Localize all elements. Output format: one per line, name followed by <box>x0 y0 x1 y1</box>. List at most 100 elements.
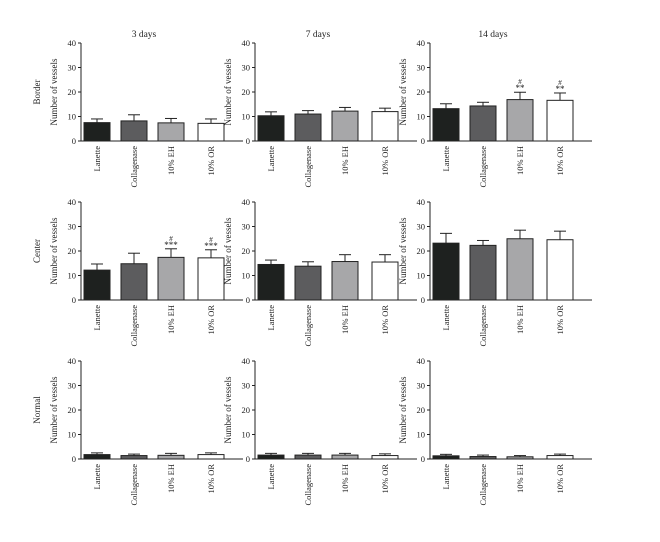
x-tick-label: Lanette <box>92 464 102 490</box>
column-title: 7 days <box>306 30 331 40</box>
y-tick-label: 20 <box>68 87 77 97</box>
panel: Number of vessels 0 10 20 30 40 Lanette Collage… <box>398 38 592 188</box>
y-axis-title: Number of vessels <box>398 58 408 125</box>
bar <box>197 122 225 142</box>
x-tick-label: 10% EH <box>166 146 176 175</box>
x-tick-label: 10% OR <box>555 464 565 494</box>
y-tick-label: 10 <box>417 430 426 440</box>
bar <box>432 242 460 301</box>
bar <box>331 261 359 301</box>
bar <box>157 454 185 460</box>
y-tick-label: 0 <box>421 295 425 305</box>
x-tick-label: 10% EH <box>166 305 176 334</box>
y-tick-label: 20 <box>417 87 426 97</box>
panel: Number of vessels 0 10 20 30 40 Lanette Collage… <box>49 356 243 506</box>
bar <box>257 115 285 142</box>
bar <box>83 269 111 301</box>
y-tick-label: 30 <box>242 381 251 391</box>
y-tick-label: 30 <box>417 381 426 391</box>
y-tick-label: 10 <box>68 271 77 281</box>
x-tick-label: 10% OR <box>206 146 216 176</box>
column-title: 3 days <box>132 30 157 40</box>
x-tick-label: Collagenase <box>478 146 488 188</box>
significance-hash: # <box>558 78 562 87</box>
bar <box>546 239 574 301</box>
bar <box>331 110 359 142</box>
x-tick-label: 10% OR <box>555 146 565 176</box>
y-axis-title: Number of vessels <box>223 217 233 284</box>
x-tick-label: Lanette <box>266 305 276 331</box>
y-tick-label: 40 <box>242 356 251 366</box>
panel: Number of vessels 0 10 20 30 40 Lanette Collage… <box>49 38 243 188</box>
x-tick-label: 10% EH <box>515 305 525 334</box>
x-tick-label: Lanette <box>441 146 451 172</box>
significance-stars: *** <box>164 240 178 250</box>
x-tick-label: 10% OR <box>206 464 216 494</box>
panel: Number of vessels 0 10 20 30 40 Lanette Collage… <box>398 197 592 347</box>
significance-stars: *** <box>204 241 218 251</box>
x-tick-label: Collagenase <box>303 146 313 188</box>
y-tick-label: 30 <box>417 63 426 73</box>
significance-stars: ** <box>516 83 526 93</box>
x-tick-label: Collagenase <box>478 305 488 347</box>
y-axis-title: Number of vessels <box>49 376 59 443</box>
bar <box>432 455 460 460</box>
bar <box>506 99 534 142</box>
y-tick-label: 40 <box>417 356 426 366</box>
y-axis-title: Number of vessels <box>398 217 408 284</box>
bar <box>371 455 399 460</box>
y-tick-label: 0 <box>246 136 250 146</box>
y-tick-label: 20 <box>68 246 77 256</box>
panel: Number of vessels 0 10 20 30 40 Lanette Collage… <box>223 38 417 188</box>
y-tick-label: 30 <box>68 381 77 391</box>
y-tick-label: 20 <box>242 87 251 97</box>
bar <box>120 263 148 301</box>
x-tick-label: Lanette <box>266 146 276 172</box>
y-tick-label: 40 <box>242 197 251 207</box>
bar <box>120 455 148 460</box>
bar <box>506 238 534 301</box>
y-tick-label: 20 <box>417 246 426 256</box>
y-tick-label: 40 <box>68 356 77 366</box>
y-tick-label: 20 <box>242 405 251 415</box>
bar <box>257 454 285 460</box>
x-tick-label: 10% OR <box>555 305 565 335</box>
x-tick-label: Collagenase <box>478 464 488 506</box>
x-tick-label: Collagenase <box>129 464 139 506</box>
y-tick-label: 0 <box>72 454 76 464</box>
bar <box>157 256 185 301</box>
x-tick-label: Collagenase <box>303 464 313 506</box>
y-axis-title: Number of vessels <box>49 58 59 125</box>
bar <box>469 456 497 460</box>
bar <box>120 120 148 142</box>
bar <box>294 265 322 301</box>
y-tick-label: 10 <box>242 112 251 122</box>
x-tick-label: Collagenase <box>129 146 139 188</box>
y-axis-title: Number of vessels <box>223 58 233 125</box>
y-tick-label: 0 <box>246 295 250 305</box>
y-tick-label: 10 <box>242 271 251 281</box>
y-tick-label: 10 <box>417 112 426 122</box>
y-tick-label: 10 <box>242 430 251 440</box>
bar <box>469 105 497 142</box>
bar <box>197 257 225 301</box>
y-tick-label: 20 <box>68 405 77 415</box>
bar <box>294 113 322 142</box>
significance-stars: ** <box>556 84 566 94</box>
y-axis-title: Number of vessels <box>223 376 233 443</box>
panel: Number of vessels 0 10 20 30 40 Lanette Collage… <box>223 356 417 506</box>
y-tick-label: 10 <box>68 430 77 440</box>
y-axis-title: Number of vessels <box>398 376 408 443</box>
bar <box>157 122 185 142</box>
significance-hash: # <box>518 77 522 86</box>
x-tick-label: Collagenase <box>129 305 139 347</box>
y-tick-label: 40 <box>68 197 77 207</box>
x-tick-label: Collagenase <box>303 305 313 347</box>
bar <box>371 111 399 142</box>
x-tick-label: 10% OR <box>380 464 390 494</box>
y-tick-label: 10 <box>68 112 77 122</box>
x-tick-label: 10% EH <box>515 464 525 493</box>
x-tick-label: 10% EH <box>340 305 350 334</box>
y-tick-label: 10 <box>417 271 426 281</box>
